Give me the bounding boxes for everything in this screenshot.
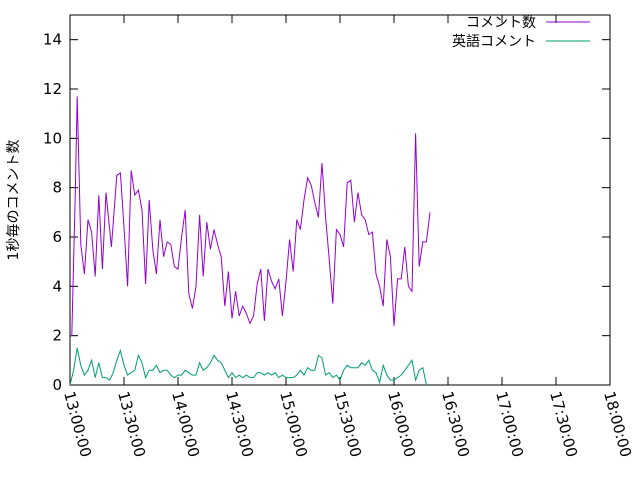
series-line-1 — [69, 347, 427, 386]
y-tick-label: 6 — [52, 228, 62, 246]
series-line-0 — [70, 96, 431, 337]
y-tick-label: 0 — [52, 376, 62, 394]
x-tick-label: 14:00:00 — [168, 389, 203, 459]
plot-frame — [69, 14, 611, 386]
legend-label-0: コメント数 — [466, 15, 536, 31]
y-tick-label: 2 — [52, 327, 62, 345]
y-tick-label: 10 — [43, 129, 62, 147]
legend-label-1: 英語コメント — [452, 33, 536, 50]
y-tick-label: 4 — [52, 277, 62, 295]
y-tick-label: 8 — [52, 179, 62, 197]
y-axis-label: 1秒毎のコメント数 — [6, 140, 22, 261]
x-tick-label: 13:00:00 — [60, 389, 95, 459]
x-tick-label: 15:30:00 — [330, 389, 365, 459]
x-tick-label: 17:30:00 — [546, 389, 581, 459]
x-tick-label: 17:00:00 — [492, 389, 527, 459]
x-tick-label: 14:30:00 — [222, 389, 257, 459]
x-tick-label: 16:00:00 — [384, 389, 419, 459]
y-tick-label: 12 — [43, 80, 62, 98]
x-tick-label: 13:30:00 — [114, 389, 149, 459]
x-tick-label: 18:00:00 — [600, 389, 635, 459]
y-tick-label: 14 — [43, 31, 62, 49]
x-tick-label: 16:30:00 — [438, 389, 473, 459]
x-tick-label: 15:00:00 — [276, 389, 311, 459]
